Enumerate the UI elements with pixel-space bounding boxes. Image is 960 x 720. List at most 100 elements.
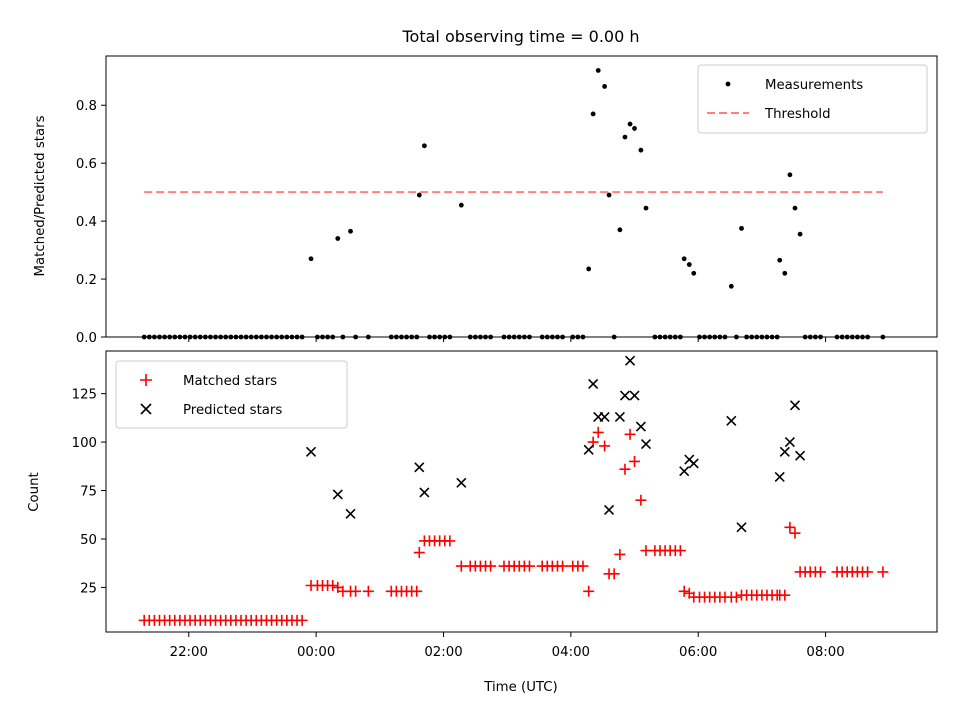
measurements-point: [782, 270, 788, 276]
matched-stars-point: [862, 566, 874, 578]
measurements-point: [590, 111, 596, 117]
predicted-stars-point: [305, 446, 317, 457]
measurements-point: [416, 192, 422, 198]
top-y-tick-label: 0.2: [76, 273, 97, 288]
matched-stars-point: [485, 560, 497, 572]
predicted-stars-point: [625, 355, 636, 366]
x-axis-label: Time (UTC): [483, 680, 558, 695]
predicted-stars-point: [456, 477, 467, 488]
matched-stars-point: [730, 591, 742, 603]
predicted-stars-point: [419, 487, 430, 498]
matched-stars-point: [624, 428, 636, 440]
top-axes-frame: [105, 55, 938, 338]
legend-threshold-label: Threshold: [764, 107, 831, 122]
bottom-x-tick-label: 00:00: [297, 645, 335, 660]
measurements-point: [638, 147, 644, 153]
measurements-point: [622, 134, 628, 140]
top-panel: 0.0 0.2 0.4 0.6 0.8: [76, 55, 938, 346]
bottom-x-tick-label: 02:00: [424, 645, 462, 660]
matched-stars-point: [814, 566, 826, 578]
matched-stars-point: [779, 589, 791, 601]
predicted-stars-point: [332, 489, 343, 500]
measurements-point: [643, 205, 649, 211]
measurements-point: [602, 84, 607, 89]
predicted-stars-point: [588, 378, 599, 390]
top-y-axis-label: Matched/Predicted stars: [33, 115, 48, 276]
legend-matched-marker: [140, 374, 152, 386]
predicted-stars-point: [629, 390, 640, 401]
matched-stars-point: [592, 426, 604, 438]
matched-stars-point: [619, 463, 631, 475]
measurements-point: [348, 228, 353, 234]
predicted-stars-point: [736, 522, 747, 533]
predicted-stars-point: [414, 462, 425, 473]
predicted-stars-point: [619, 390, 631, 401]
bottom-y-axis-label: Count: [27, 472, 42, 512]
predicted-stars-point: [599, 411, 610, 422]
matched-stars-point: [583, 585, 595, 597]
top-y-tick-label: 0.8: [76, 99, 97, 114]
top-legend-frame: [697, 64, 928, 134]
predicted-stars-point: [679, 466, 690, 477]
matched-stars-point: [296, 614, 308, 626]
matched-stars-point: [784, 521, 796, 533]
predicted-stars-point: [345, 508, 356, 519]
measurements-point: [739, 225, 744, 231]
legend-predicted-label: Predicted stars: [183, 403, 282, 418]
matched-stars-point: [629, 455, 641, 467]
bottom-x-tick-label: 08:00: [806, 645, 844, 660]
bottom-y-tick-label: 100: [72, 436, 97, 451]
bottom-legend: Matched stars Predicted stars: [115, 360, 348, 429]
legend-predicted-marker: [140, 403, 152, 415]
matched-stars-point: [608, 568, 620, 580]
predicted-stars-point: [784, 437, 795, 448]
measurements-point: [458, 202, 464, 208]
top-chart-title: Total observing time = 0.00 h: [401, 27, 639, 46]
measurements-point: [586, 266, 592, 272]
top-y-tick-label: 0.4: [76, 215, 97, 230]
measurements-point: [335, 236, 341, 241]
measurements-point: [632, 126, 637, 131]
predicted-stars-point: [726, 415, 737, 426]
measurements-point: [728, 283, 734, 289]
bottom-x-tick-label: 04:00: [552, 645, 590, 660]
matched-stars-point: [327, 579, 339, 591]
bottom-y-tick-label: 125: [72, 388, 97, 403]
predicted-stars-point: [688, 458, 699, 469]
matched-stars-point: [413, 547, 425, 559]
measurements-point: [421, 143, 427, 149]
predicted-stars-point: [774, 471, 785, 483]
bottom-axes-frame: [105, 350, 938, 633]
measurements-point: [681, 256, 687, 262]
matched-stars-point: [557, 560, 569, 572]
top-y-tick-label: 0.0: [76, 331, 97, 346]
top-y-tick-label: 0.6: [76, 157, 97, 172]
measurements-point: [792, 205, 798, 211]
bottom-panel: 25 50 75 100 125 22:00 00:00 02:00 04:00 06:00 08:…: [72, 350, 938, 660]
matched-stars-point: [789, 527, 801, 539]
matched-stars-point: [877, 566, 889, 578]
measurements-point: [308, 256, 314, 262]
predicted-stars-point: [795, 450, 806, 461]
matched-stars-point: [674, 545, 686, 557]
predicted-stars-point: [583, 444, 594, 455]
measurements-point: [777, 257, 783, 263]
predicted-stars-point: [789, 400, 801, 411]
bottom-x-tick-label: 06:00: [679, 645, 717, 660]
measurements-point: [595, 68, 601, 73]
measurements-point: [787, 172, 793, 178]
matched-stars-point: [635, 494, 647, 506]
matched-stars-point: [614, 548, 626, 560]
measurements-point: [691, 270, 697, 276]
matched-stars-point: [678, 585, 690, 597]
bottom-y-tick-label: 25: [80, 581, 97, 596]
matched-stars-point: [523, 560, 535, 572]
matched-stars-point: [577, 560, 589, 572]
measurements-point: [797, 231, 803, 237]
top-legend: Measurements Threshold: [697, 64, 928, 134]
bottom-y-tick-label: 50: [80, 533, 97, 548]
measurements-point: [617, 227, 623, 233]
matched-stars-point: [599, 440, 611, 452]
bottom-x-tick-label: 22:00: [170, 645, 208, 660]
